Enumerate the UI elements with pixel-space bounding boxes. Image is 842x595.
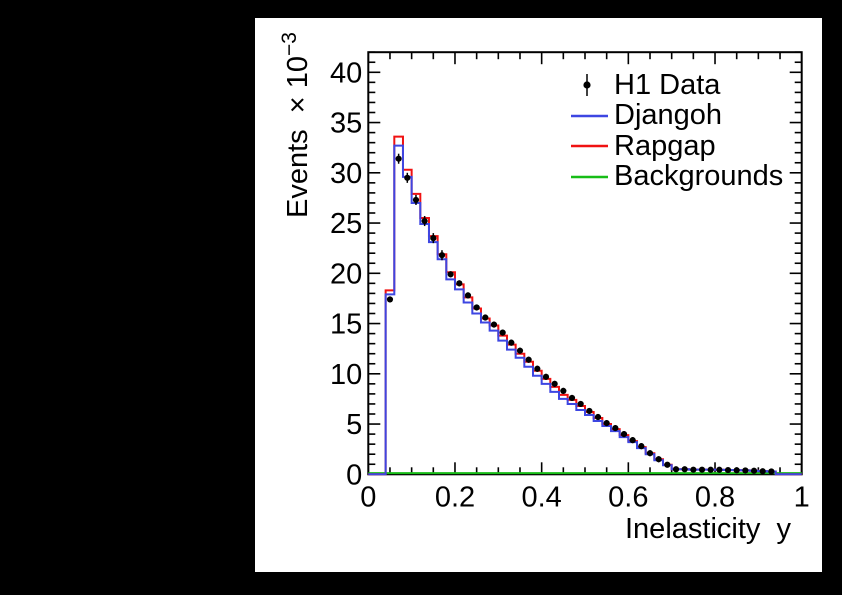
line-sample-icon — [571, 162, 608, 192]
y-tick-label: 35 — [330, 108, 362, 140]
y-tick-label: 30 — [330, 158, 362, 190]
y-tick-label: 0 — [346, 459, 362, 491]
legend-row-rapgap: Rapgap — [571, 131, 783, 162]
legend-row-djangoh: Djangoh — [571, 101, 783, 132]
y-axis-title: Events × 10−3 — [278, 32, 314, 218]
y-tick-label: 15 — [330, 309, 362, 341]
y-tick-label: 5 — [346, 409, 362, 441]
legend-row-backgrounds: Backgrounds — [571, 162, 783, 193]
legend-label-h1-data: H1 Data — [614, 68, 721, 101]
y-tick-label: 10 — [330, 359, 362, 391]
plot-canvas: 0 0.2 0.4 0.6 0.8 1 0 5 10 15 20 25 30 35 40 Events × 1… — [255, 18, 822, 572]
x-axis-title: Inelasticity y — [625, 513, 791, 545]
x-tick-label: 0.8 — [695, 481, 735, 513]
x-tick-label: 0.6 — [608, 481, 648, 513]
line-sample-icon — [571, 101, 608, 131]
histogram-djangoh — [368, 144, 802, 476]
data-points — [386, 153, 775, 475]
x-tick-label: 1 — [794, 481, 810, 513]
x-tick-label: 0.4 — [521, 481, 561, 513]
legend: H1 Data Djangoh Rapgap Backgrounds — [571, 70, 783, 192]
data-marker-sample-icon — [571, 70, 608, 100]
legend-label-rapgap: Rapgap — [614, 129, 716, 162]
line-sample-icon — [571, 131, 608, 161]
legend-row-h1-data: H1 Data — [571, 70, 783, 101]
y-tick-label: 20 — [330, 258, 362, 290]
legend-label-djangoh: Djangoh — [614, 99, 723, 132]
y-tick-label: 25 — [330, 208, 362, 240]
y-tick-label: 40 — [330, 57, 362, 89]
legend-label-backgrounds: Backgrounds — [614, 160, 784, 193]
x-tick-label: 0 — [360, 481, 376, 513]
x-tick-label: 0.2 — [435, 481, 475, 513]
